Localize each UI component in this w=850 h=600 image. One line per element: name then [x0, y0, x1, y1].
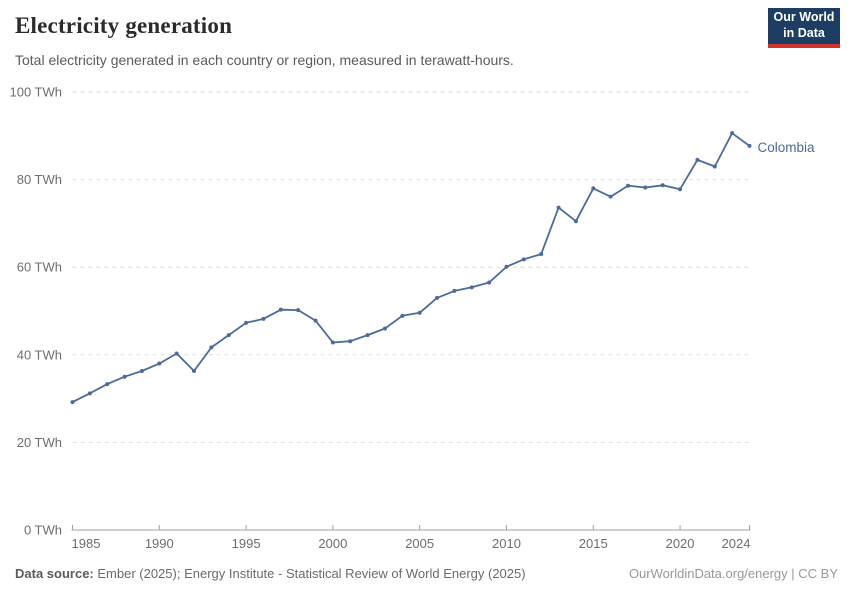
data-point[interactable] [417, 310, 422, 315]
owid-logo-line1: Our World [773, 10, 835, 25]
data-point[interactable] [573, 219, 578, 224]
x-axis-tick-label: 2000 [318, 536, 347, 551]
data-point[interactable] [712, 164, 717, 169]
data-point[interactable] [330, 340, 335, 345]
chart-subtitle: Total electricity generated in each coun… [15, 52, 514, 68]
data-point[interactable] [625, 183, 630, 188]
data-point[interactable] [226, 333, 231, 338]
x-axis-tick-label: 2015 [579, 536, 608, 551]
data-point[interactable] [348, 339, 353, 344]
data-point[interactable] [382, 326, 387, 331]
data-point[interactable] [244, 320, 249, 325]
data-point[interactable] [747, 143, 752, 148]
chart-title: Electricity generation [15, 13, 233, 38]
data-point[interactable] [174, 351, 179, 356]
data-point[interactable] [452, 288, 457, 293]
y-axis-tick-label: 40 TWh [17, 347, 62, 362]
x-axis-tick-label: 2024 [722, 536, 751, 551]
data-point[interactable] [157, 361, 162, 366]
data-point[interactable] [556, 205, 561, 210]
data-point[interactable] [469, 285, 474, 290]
data-point[interactable] [105, 382, 110, 387]
data-point[interactable] [539, 252, 544, 257]
owid-logo-line2: in Data [783, 26, 825, 40]
series-end-label[interactable]: Colombia [758, 140, 816, 155]
y-axis-tick-label: 80 TWh [17, 172, 62, 187]
data-point[interactable] [278, 307, 283, 312]
data-point[interactable] [730, 131, 735, 136]
credit-link[interactable]: OurWorldinData.org/energy | CC BY [628, 566, 838, 581]
data-point[interactable] [487, 280, 492, 285]
data-source: Data source: Ember (2025); Energy Instit… [15, 566, 526, 581]
x-axis-tick-label: 2005 [405, 536, 434, 551]
data-point[interactable] [643, 185, 648, 190]
chart-footer: Data source: Ember (2025); Energy Instit… [0, 566, 850, 581]
data-point[interactable] [435, 295, 440, 300]
x-axis-tick-label: 1990 [145, 536, 174, 551]
data-point[interactable] [139, 369, 144, 374]
data-point[interactable] [313, 318, 318, 323]
data-point[interactable] [70, 400, 75, 405]
series-line-colombia[interactable] [71, 132, 751, 404]
data-point[interactable] [695, 157, 700, 162]
data-source-label: Data source: [15, 566, 94, 581]
data-point[interactable] [608, 194, 613, 199]
data-point[interactable] [122, 374, 127, 379]
y-axis-tick-label: 0 TWh [24, 523, 62, 538]
data-point[interactable] [209, 345, 214, 350]
y-axis-tick-label: 20 TWh [17, 435, 62, 450]
data-point[interactable] [660, 183, 665, 188]
data-point[interactable] [87, 391, 92, 396]
data-point[interactable] [192, 369, 197, 374]
data-point[interactable] [261, 316, 266, 321]
data-point[interactable] [591, 186, 596, 191]
line-chart[interactable]: 0 TWh 20 TWh 40 TWh 60 TWh 80 TWh 100 TWh 1985… [0, 80, 850, 560]
data-point[interactable] [400, 313, 405, 318]
data-point[interactable] [365, 333, 370, 338]
data-point[interactable] [296, 308, 301, 313]
x-axis-tick-label: 2010 [492, 536, 521, 551]
owid-logo[interactable]: Our World in Data [768, 8, 840, 48]
x-axis-tick-label: 2020 [666, 536, 695, 551]
x-axis-tick-label: 1985 [72, 536, 101, 551]
data-point[interactable] [678, 187, 683, 192]
y-axis-tick-label: 100 TWh [9, 85, 62, 100]
data-point[interactable] [504, 264, 509, 269]
data-source-text: Ember (2025); Energy Institute - Statist… [93, 566, 526, 581]
data-point[interactable] [521, 257, 526, 262]
chart-canvas[interactable]: 0 TWh 20 TWh 40 TWh 60 TWh 80 TWh 100 TWh 1985… [0, 80, 850, 560]
y-axis-tick-label: 60 TWh [17, 260, 62, 275]
x-axis-tick-label: 1995 [232, 536, 261, 551]
